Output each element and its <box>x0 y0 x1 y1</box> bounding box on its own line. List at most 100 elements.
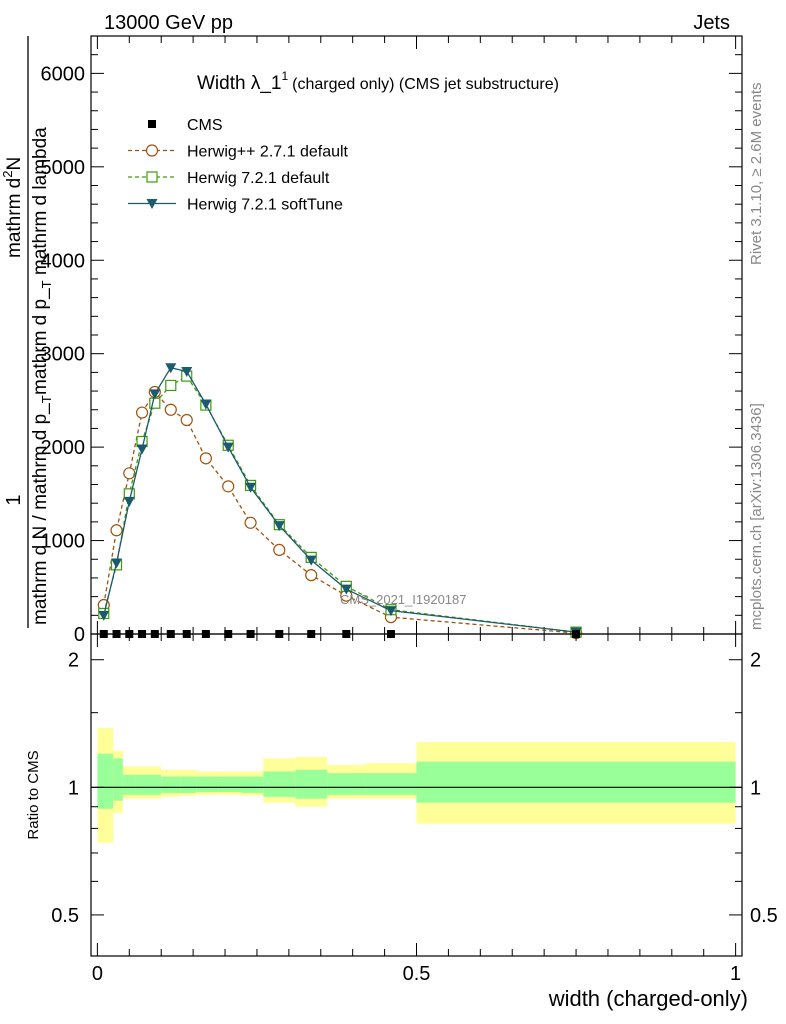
x-tick-label: 0 <box>92 963 103 985</box>
plot-title-main: Width λ_1 <box>197 73 281 94</box>
x-axis-label: width (charged-only) <box>548 986 748 1011</box>
ratio-band-inner <box>263 771 296 797</box>
data-point <box>340 584 352 595</box>
ylabel-top: mathrm d2N <box>0 157 25 258</box>
legend-label: Herwig 7.2.1 default <box>187 170 330 187</box>
ratio-band-inner <box>295 769 328 799</box>
main-y-axis-label: 1 mathrm d N / mathrm d p_T mathrm d2N m… <box>0 36 54 628</box>
data-point <box>273 543 286 557</box>
legend-marker <box>146 171 158 183</box>
plot-title: Width λ_11 (charged only) (CMS jet substr… <box>197 69 559 94</box>
data-point <box>245 482 257 493</box>
legend-item: Herwig 7.2.1 softTune <box>128 197 343 214</box>
data-point <box>136 444 148 455</box>
y-tick-label: 3000 <box>41 344 86 366</box>
legend-label: Herwig++ 2.7.1 default <box>187 144 349 161</box>
data-point <box>123 467 136 480</box>
analysis-watermark: CMS_2021_I1920187 <box>340 592 467 607</box>
data-point <box>199 452 212 465</box>
y-tick-label: 6000 <box>41 63 86 85</box>
data-point <box>180 413 193 427</box>
ratio-y-tick-label-right: 1 <box>750 777 761 799</box>
data-point <box>165 379 177 392</box>
data-point <box>200 399 212 410</box>
ylabel-top-text: mathrm d <box>4 178 25 258</box>
ratio-band-inner <box>365 773 417 795</box>
legend-marker <box>145 144 159 157</box>
legend-marker <box>146 199 158 209</box>
data-point <box>135 406 149 419</box>
x-tick-label: 1 <box>730 963 741 985</box>
ratio-band <box>97 728 736 843</box>
data-point <box>110 524 123 537</box>
y-tick-label: 1000 <box>41 531 86 553</box>
ratio-band-inner <box>327 773 366 795</box>
data-point <box>222 480 235 493</box>
y-tick-label: 2000 <box>41 437 86 459</box>
ratio-band-inner <box>113 758 123 801</box>
ylabel-one-line-text: mathrm d N / mathrm d p_ <box>30 403 51 625</box>
ylabel-fraction-top: 1 <box>3 494 25 505</box>
series-line <box>103 375 577 633</box>
data-point <box>149 389 161 400</box>
ratio-band-inner <box>122 774 136 795</box>
data-point <box>164 403 177 416</box>
ratio-band-inner <box>416 761 736 803</box>
ratio-band-inner <box>240 776 264 793</box>
legend-item: Herwig 7.2.1 default <box>128 170 330 187</box>
ylabel-one-line: mathrm d N / mathrm d p_T <box>30 395 54 625</box>
ylabel-bottom-text: mathrm d p_ <box>30 288 51 395</box>
data-point <box>181 366 193 377</box>
process-label: Jets <box>693 12 730 34</box>
ratio-band-inner <box>196 776 219 792</box>
ratio-y-tick-label-right: 2 <box>750 650 761 672</box>
data-point <box>305 555 317 566</box>
x-tick-labels: 0 0.5 1 <box>92 963 741 985</box>
ylabel-top-end: N <box>4 157 25 171</box>
ratio-y-ticks: 0.5 0.5 1 1 2 2 <box>51 650 778 927</box>
legend: CMS Herwig++ 2.7.1 default Herwig 7.2.1 de… <box>128 117 349 214</box>
data-point <box>222 442 234 453</box>
rivet-label: Rivet 3.1.10, ≥ 2.6M events <box>748 83 765 266</box>
y-tick-label: 0 <box>74 624 85 646</box>
legend-marker <box>148 120 156 128</box>
legend-item: CMS <box>148 117 223 134</box>
y-tick-label: 4000 <box>41 250 86 272</box>
ylabel-one-line-sub: T <box>39 395 54 403</box>
legend-label: Herwig 7.2.1 softTune <box>187 197 343 214</box>
plot-title-suffix: (charged only) (CMS jet substructure) <box>292 76 559 93</box>
data-point <box>244 516 257 529</box>
ratio-band-inner <box>180 776 197 793</box>
data-point <box>98 610 110 621</box>
ratio-band-inner <box>161 776 181 793</box>
data-point <box>273 521 285 532</box>
mcplots-label: mcplots.cern.ch [arXiv:1306.3436] <box>748 403 765 630</box>
plot-title-sup: 1 <box>281 69 288 83</box>
legend-label: CMS <box>187 117 223 134</box>
ratio-y-tick-label-left: 1 <box>68 777 79 799</box>
y-tick-label: 5000 <box>41 157 86 179</box>
ratio-band-inner <box>218 776 241 792</box>
ylabel-bottom-sub: T <box>39 280 54 288</box>
x-tick-label: 0.5 <box>403 963 431 985</box>
main-y-ticks: 0 1000 2000 3000 4000 5000 6000 <box>41 35 742 646</box>
ylabel-bottom-end: mathrm d lambda <box>30 127 51 281</box>
ratio-band-inner <box>135 774 162 795</box>
ylabel-top-sup: 2 <box>0 171 15 178</box>
data-point <box>123 496 135 507</box>
energy-label: 13000 GeV pp <box>104 12 233 34</box>
ratio-y-tick-label-left: 2 <box>68 650 79 672</box>
ratio-x-ticks <box>96 634 737 956</box>
data-point <box>385 606 397 617</box>
ratio-y-tick-label-right: 0.5 <box>750 905 778 927</box>
ratio-plot: 0.5 0.5 1 1 2 2 Ratio to CMS <box>25 633 778 957</box>
series-line <box>103 390 577 634</box>
ratio-y-tick-label-left: 0.5 <box>51 905 79 927</box>
ratio-y-axis-label: Ratio to CMS <box>25 750 42 839</box>
data-point <box>305 569 318 582</box>
legend-item: Herwig++ 2.7.1 default <box>128 144 349 161</box>
data-point <box>165 363 177 374</box>
ratio-band-inner <box>97 753 114 809</box>
